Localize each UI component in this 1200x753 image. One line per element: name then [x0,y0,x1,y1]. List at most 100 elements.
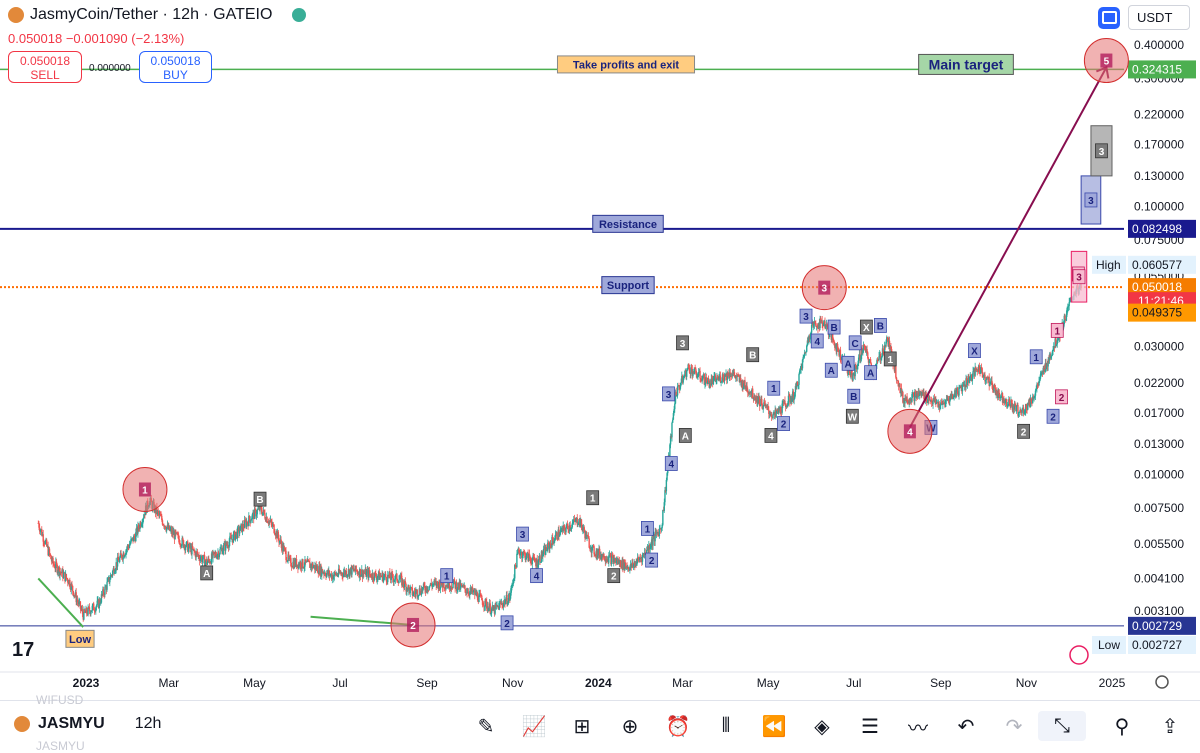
candle-body [709,383,712,386]
candle-body [230,536,232,540]
layers-icon[interactable]: ◈ [814,715,830,738]
candle-body [140,524,143,527]
candle-body [643,552,646,555]
alert-clock-icon[interactable]: ⏰ [665,715,691,738]
candle-body [515,565,517,568]
candle-body [278,540,281,543]
ideas-bulb-icon[interactable]: ⚲ [1114,715,1130,738]
candle-body [759,397,761,407]
candle-body [781,403,783,413]
wave-label: 1 [887,355,893,366]
candle-body [606,559,609,561]
candle-body [962,384,964,386]
candle-body [904,398,906,404]
candle-body [398,578,401,580]
wave-label: X [971,347,978,358]
candle-body [704,377,707,384]
candle-body [688,364,690,369]
candle-body [403,581,406,587]
candle-body [650,545,652,548]
candle-body [826,324,828,326]
candle-body [797,384,800,386]
candle-body [732,373,734,375]
candles-icon[interactable]: ⫴ [721,714,731,737]
compare-icon[interactable]: 〰 [908,717,928,740]
candle-body [458,581,461,589]
candle-body [231,538,233,540]
candle-body [454,582,456,589]
spread-value: 0.000000 [89,63,131,74]
wave-label-box [516,526,529,542]
candle-body [764,403,767,406]
candle-body [257,508,259,510]
wave-label: 4 [534,572,540,583]
symbol-selector[interactable]: JASMYU 12h [14,715,161,733]
candle-body [279,539,282,541]
candle-body [284,548,287,551]
indicators-icon[interactable]: 📈 [521,715,547,738]
candle-body [285,550,287,560]
candle-body [417,594,420,597]
candle-body [79,601,82,609]
price-chart[interactable]: 0.4000000.3000000.2200000.1700000.130000… [0,0,1200,700]
candle-body [455,582,457,589]
candle-body [611,555,614,557]
candle-body [977,365,980,372]
candle-body [358,573,360,578]
wave-circle-label: 1 [142,485,148,496]
x-tick-label: 2023 [73,676,100,690]
candle-body [559,530,562,535]
coin-icon [8,7,24,23]
candle-body [596,549,599,558]
redo-icon[interactable]: ↷ [1005,715,1023,738]
fullscreen-toggle-icon[interactable] [1098,6,1120,29]
sell-button[interactable]: 0.050018 SELL [8,51,82,83]
candle-body [557,529,559,540]
candle-body [665,479,668,492]
layouts-grid-icon[interactable]: ⊞ [573,715,591,738]
candle-body [671,422,673,438]
candle-body [544,547,546,555]
candle-body [348,569,350,577]
candle-body [772,414,774,419]
collapse-icon[interactable]: ⤡ [1038,711,1086,741]
candle-body [354,570,356,572]
draw-pen-icon[interactable]: ✎ [477,715,495,738]
undo-icon[interactable]: ↶ [957,715,975,738]
wave-label-box [678,428,692,443]
candle-body [803,355,805,357]
candle-body [991,384,994,390]
candle-body [869,359,871,361]
candle-body [817,328,819,330]
wave-label: 2 [1021,427,1027,438]
candle-body [1006,399,1008,407]
candle-body [354,565,357,572]
symbol-title[interactable]: JasmyCoin/Tether · 12h · GATEIO [30,6,273,23]
x-tick-label: Sep [930,676,952,690]
candle-body [838,350,840,356]
candle-body [253,512,255,520]
currency-select[interactable]: USDT [1128,5,1190,30]
settings-sliders-icon[interactable]: ☰ [861,715,879,738]
candle-body [700,378,702,380]
candle-body [599,554,602,558]
candle-body [617,559,620,565]
candle-body [486,606,489,609]
candle-body [286,560,289,562]
candle-body [356,571,359,574]
candle-body [490,613,492,614]
candle-body [431,584,433,587]
buy-button[interactable]: 0.050018 BUY [139,51,212,83]
wave-label-box [764,428,778,443]
wave-label-box [200,565,214,581]
add-plus-icon[interactable]: ⊕ [621,715,639,738]
candle-body [518,548,520,553]
candle-body [540,562,542,563]
candle-body [269,519,272,522]
candle-body [416,589,418,597]
interval-selector[interactable]: 12h [134,715,162,732]
candle-body [1010,400,1013,404]
replay-icon[interactable]: ⏪ [761,715,787,738]
candle-body [97,599,100,609]
share-icon[interactable]: ⇪ [1161,715,1179,738]
